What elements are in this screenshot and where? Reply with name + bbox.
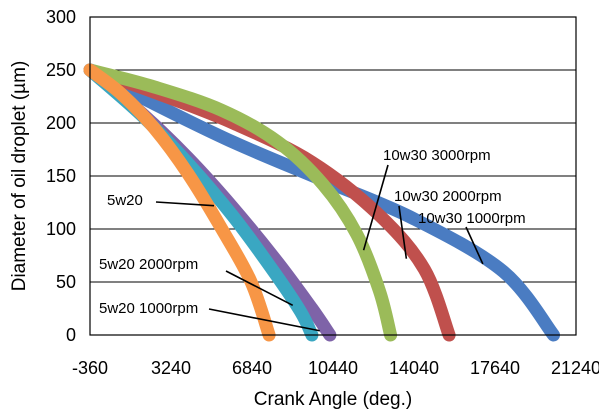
series-line-6 (83, 63, 276, 342)
x-tick-label: 17640 (470, 358, 520, 378)
x-axis-title: Crank Angle (deg.) (254, 389, 412, 410)
x-tick-label: 10440 (308, 358, 358, 378)
plot-frame (89, 16, 577, 336)
y-tick-label: 0 (66, 325, 76, 345)
series-line-3 (83, 63, 398, 342)
y-tick-label: 300 (46, 7, 76, 27)
y-tick-labels: 0 50 100 150 200 250 300 (46, 7, 76, 345)
y-tick-label: 150 (46, 166, 76, 186)
x-tick-label: 21240 (551, 358, 599, 378)
y-axis-title: Diameter of oil droplet (µm) (9, 61, 30, 292)
annotation-5w20-1000rpm: 5w20 1000rpm (99, 300, 198, 317)
annotation-leader (208, 308, 320, 332)
annotation-leader (398, 205, 408, 259)
x-tick-label: -360 (72, 358, 108, 378)
x-tick-labels: -360 3240 6840 10440 14040 17640 21240 (72, 358, 599, 378)
x-tick-label: 3240 (151, 358, 191, 378)
annotation-10w30-2000rpm: 10w30 2000rpm (394, 188, 502, 205)
y-tick-label: 100 (46, 219, 76, 239)
y-tick-label: 250 (46, 60, 76, 80)
series-layer (83, 63, 560, 342)
annotation-10w30-1000rpm: 10w30 1000rpm (418, 210, 526, 227)
x-tick-label: 6840 (232, 358, 272, 378)
annotation-leaders (155, 164, 484, 332)
annotation-leader (362, 164, 389, 251)
annotation-5w20-2000rpm: 5w20 2000rpm (99, 256, 198, 273)
annotation-labels: 10w30 3000rpm 10w30 2000rpm 10w30 1000rp… (99, 147, 526, 317)
x-tick-label: 14040 (389, 358, 439, 378)
annotation-leader (155, 201, 215, 207)
y-tick-label: 50 (56, 272, 76, 292)
annotation-leader (225, 270, 294, 307)
annotation-5w20: 5w20 (107, 192, 143, 209)
y-tick-label: 200 (46, 113, 76, 133)
annotation-10w30-3000rpm: 10w30 3000rpm (383, 147, 491, 164)
annotation-leader (465, 226, 484, 265)
